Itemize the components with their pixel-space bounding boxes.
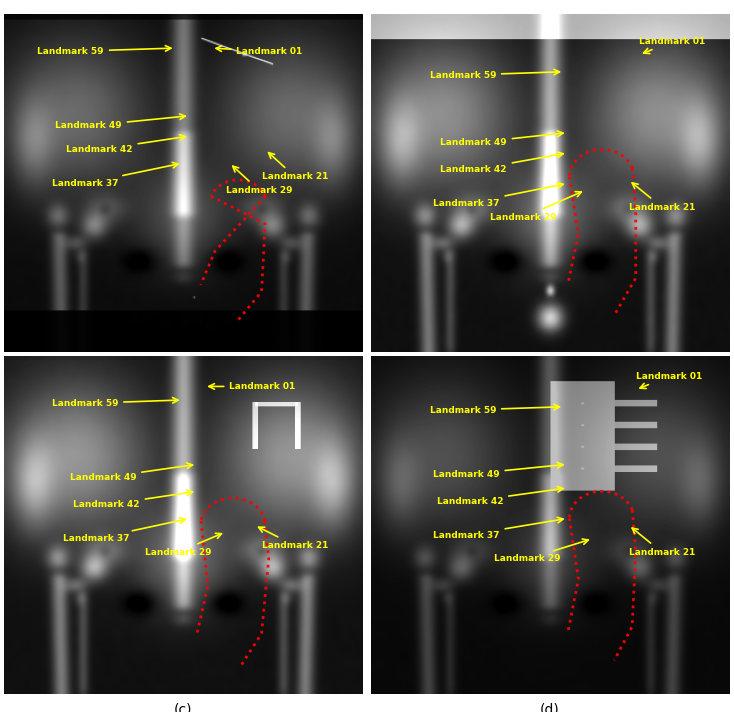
Text: Landmark 21: Landmark 21: [261, 152, 328, 181]
Text: Landmark 49: Landmark 49: [70, 463, 192, 482]
Text: Landmark 49: Landmark 49: [440, 131, 563, 147]
Text: (d): (d): [540, 703, 559, 712]
Text: Landmark 29: Landmark 29: [490, 192, 581, 221]
Text: Landmark 21: Landmark 21: [628, 528, 695, 557]
Text: (b): (b): [540, 361, 559, 375]
Text: Landmark 59: Landmark 59: [429, 69, 559, 80]
Text: Landmark 37: Landmark 37: [433, 518, 563, 540]
Text: Landmark 42: Landmark 42: [437, 486, 563, 506]
Text: Landmark 42: Landmark 42: [440, 152, 563, 174]
Text: Landmark 37: Landmark 37: [433, 182, 563, 208]
Text: Landmark 01: Landmark 01: [216, 46, 302, 56]
Text: Landmark 42: Landmark 42: [73, 490, 192, 509]
Text: Landmark 49: Landmark 49: [55, 114, 185, 130]
Text: Landmark 59: Landmark 59: [52, 397, 178, 408]
Text: Landmark 01: Landmark 01: [209, 382, 296, 391]
Text: (c): (c): [173, 703, 192, 712]
Text: Landmark 29: Landmark 29: [494, 539, 589, 563]
Text: Landmark 01: Landmark 01: [636, 372, 702, 389]
Text: Landmark 01: Landmark 01: [639, 37, 705, 53]
Text: Landmark 37: Landmark 37: [62, 518, 186, 543]
Text: Landmark 29: Landmark 29: [226, 166, 292, 194]
Text: Landmark 59: Landmark 59: [429, 404, 559, 414]
Text: Landmark 49: Landmark 49: [433, 463, 563, 479]
Text: Landmark 42: Landmark 42: [66, 135, 186, 154]
Text: Landmark 21: Landmark 21: [258, 527, 328, 550]
Text: Landmark 37: Landmark 37: [52, 162, 178, 188]
Text: Landmark 21: Landmark 21: [628, 183, 695, 211]
Text: Landmark 29: Landmark 29: [145, 533, 222, 557]
Text: (a): (a): [173, 361, 192, 375]
Text: Landmark 59: Landmark 59: [37, 46, 171, 56]
